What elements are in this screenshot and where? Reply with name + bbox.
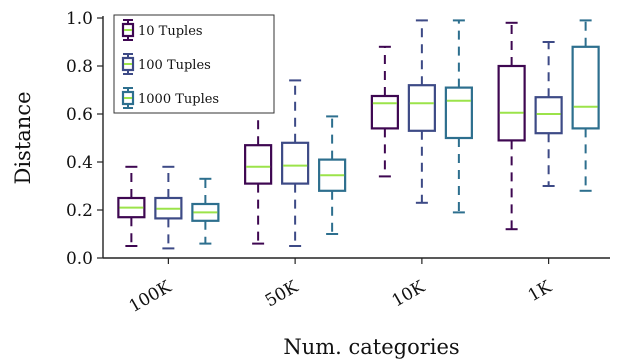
box — [571, 45, 600, 130]
x-tick-label: 1K — [525, 277, 556, 306]
box — [154, 196, 183, 220]
series-1 — [117, 21, 526, 247]
legend: 10 Tuples 100 Tuples 1000 Tuples — [113, 14, 275, 114]
x-tick-label: 100K — [126, 277, 175, 317]
legend-frame — [113, 14, 275, 114]
y-tick-label: 0.6 — [66, 105, 93, 125]
y-tick-label: 0.4 — [66, 153, 93, 173]
series-3 — [191, 19, 600, 245]
box — [117, 196, 146, 219]
y-tick-label: 0.2 — [66, 201, 93, 221]
x-tick-label: 10K — [389, 277, 429, 312]
box — [244, 144, 273, 185]
box-plot-series — [117, 19, 600, 250]
legend-label: 10 Tuples — [138, 24, 203, 39]
y-tick-label: 0.0 — [66, 249, 93, 269]
y-tick-label: 0.8 — [66, 57, 93, 77]
y-tick-label: 1.0 — [66, 9, 93, 29]
x-axis-label: Num. categories — [283, 335, 459, 359]
legend-label: 100 Tuples — [138, 58, 211, 73]
legend-item: 10 Tuples — [121, 19, 203, 41]
series-2 — [154, 19, 563, 250]
box — [281, 141, 310, 185]
legend-item: 1000 Tuples — [121, 87, 219, 109]
box — [370, 94, 399, 130]
box — [444, 86, 473, 140]
x-tick-label: 50K — [262, 277, 302, 312]
legend-item: 100 Tuples — [121, 53, 211, 75]
box — [191, 202, 220, 222]
box — [497, 64, 526, 142]
y-axis-label: Distance — [11, 91, 35, 184]
box — [534, 96, 563, 135]
box — [407, 84, 436, 132]
box — [318, 158, 347, 192]
legend-label: 1000 Tuples — [138, 92, 219, 107]
